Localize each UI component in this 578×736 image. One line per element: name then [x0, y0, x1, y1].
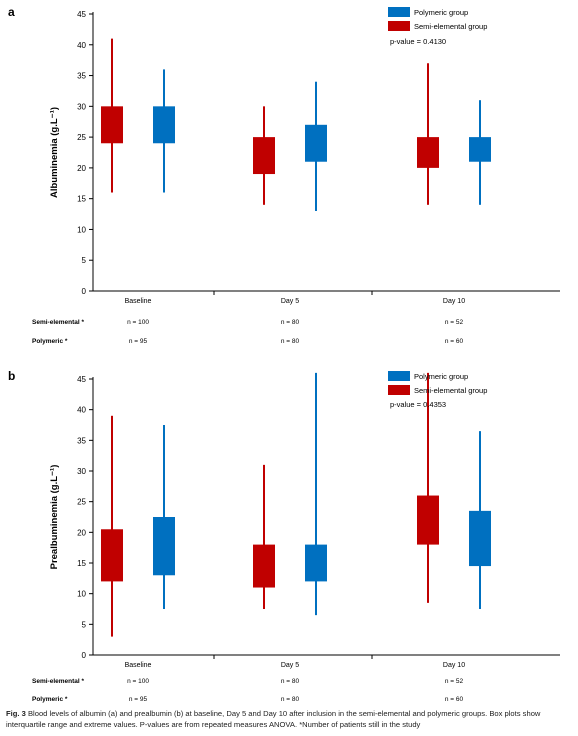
- count-value: n = 100: [127, 678, 149, 685]
- count-value: n = 80: [281, 319, 300, 326]
- count-value: n = 95: [129, 696, 148, 703]
- legend-swatch: [388, 21, 410, 31]
- panel-label: b: [8, 369, 15, 383]
- y-tick-label: 0: [82, 287, 87, 296]
- chart-panel-b: b 0 5 10 15 20 25 30 35 40 45 Prealbuminemia (g.L⁻¹…: [8, 369, 560, 703]
- chart-panel-a: a 0 5 10 15 20 25 30 35 40 45 Albuminemia (g.L⁻¹) Ba…: [8, 5, 560, 345]
- y-tick-label: 30: [77, 102, 86, 111]
- y-tick-label: 20: [77, 528, 86, 537]
- whisker-range: [315, 372, 317, 616]
- y-tick-label: 45: [77, 10, 86, 19]
- x-tick-label: Day 5: [281, 298, 299, 305]
- y-axis-label: Albuminemia (g.L⁻¹): [49, 107, 60, 198]
- x-tick-label: Day 10: [443, 662, 465, 669]
- y-tick-label: 35: [77, 436, 86, 445]
- count-row-label: Semi-elemental *: [32, 319, 84, 326]
- count-value: n = 95: [129, 338, 148, 345]
- y-tick-label: 25: [77, 133, 86, 142]
- box-iqr: [417, 495, 439, 545]
- count-value: n = 60: [445, 696, 464, 703]
- box-iqr: [253, 544, 275, 588]
- legend-label: Polymeric group: [414, 372, 468, 381]
- legend-label: Semi-elemental group: [414, 386, 487, 395]
- count-row-label: Semi-elemental *: [32, 678, 84, 685]
- y-tick-label: 30: [77, 467, 86, 476]
- x-tick-label: Baseline: [125, 662, 152, 669]
- y-tick-label: 5: [82, 620, 87, 629]
- whisker-range: [111, 415, 113, 637]
- box-iqr: [153, 517, 175, 576]
- count-value: n = 52: [445, 319, 464, 326]
- box-iqr: [153, 106, 175, 144]
- y-tick-label: 15: [77, 195, 86, 204]
- y-tick-label: 45: [77, 375, 86, 384]
- box-iqr: [253, 137, 275, 175]
- count-value: n = 60: [445, 338, 464, 345]
- x-tick-label: Day 5: [281, 662, 299, 669]
- legend-swatch: [388, 371, 410, 381]
- y-tick-label: 10: [77, 225, 86, 234]
- y-tick-label: 25: [77, 498, 86, 507]
- panel-label: a: [8, 5, 15, 19]
- figure: a 0 5 10 15 20 25 30 35 40 45 Albuminemia (g.L⁻¹) Ba…: [8, 5, 560, 703]
- box-iqr: [469, 137, 491, 162]
- whisker-range: [427, 63, 429, 205]
- caption-label: Fig. 3: [6, 709, 26, 718]
- y-tick-label: 5: [82, 256, 87, 265]
- y-tick-label: 10: [77, 590, 86, 599]
- box-iqr: [417, 137, 439, 168]
- legend-label: Semi-elemental group: [414, 22, 487, 31]
- y-tick-label: 40: [77, 406, 86, 415]
- count-value: n = 80: [281, 696, 300, 703]
- count-value: n = 52: [445, 678, 464, 685]
- caption-text: Blood levels of albumin (a) and prealbum…: [6, 709, 541, 729]
- legend-swatch: [388, 385, 410, 395]
- box-iqr: [469, 510, 491, 567]
- p-value-annotation: p-value = 0.4353: [390, 400, 446, 409]
- y-axis-label: Prealbuminemia (g.L⁻¹): [49, 465, 60, 570]
- count-value: n = 80: [281, 338, 300, 345]
- y-tick-label: 40: [77, 41, 86, 50]
- count-row-label: Polymeric *: [32, 696, 68, 703]
- box-iqr: [101, 106, 123, 144]
- box-iqr: [305, 544, 327, 582]
- legend-swatch: [388, 7, 410, 17]
- x-tick-label: Baseline: [125, 298, 152, 305]
- box-iqr: [101, 529, 123, 582]
- figure-caption: Fig. 3 Blood levels of albumin (a) and p…: [6, 708, 572, 730]
- y-tick-label: 15: [77, 559, 86, 568]
- y-tick-label: 0: [82, 651, 87, 660]
- y-tick-label: 35: [77, 72, 86, 81]
- whisker-range: [263, 464, 265, 609]
- count-value: n = 100: [127, 319, 149, 326]
- whisker-range: [427, 372, 429, 603]
- count-row-label: Polymeric *: [32, 338, 68, 345]
- x-tick-label: Day 10: [443, 298, 465, 305]
- count-value: n = 80: [281, 678, 300, 685]
- p-value-annotation: p-value = 0.4130: [390, 37, 446, 46]
- legend-label: Polymeric group: [414, 8, 468, 17]
- y-tick-label: 20: [77, 164, 86, 173]
- box-iqr: [305, 124, 327, 162]
